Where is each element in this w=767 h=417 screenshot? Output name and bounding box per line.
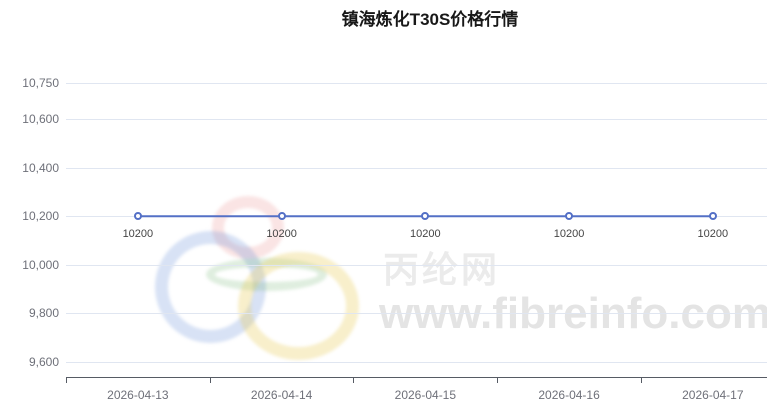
y-axis-tick-label: 10,200	[22, 209, 59, 224]
data-point[interactable]	[277, 212, 286, 221]
data-point-label: 10200	[266, 228, 297, 241]
y-gridline	[66, 82, 767, 84]
data-point[interactable]	[133, 212, 142, 221]
x-axis-tick	[497, 378, 499, 383]
y-axis-tick-label: 9,800	[28, 306, 59, 321]
y-axis-tick-label: 9,600	[28, 355, 59, 369]
data-point[interactable]	[565, 212, 574, 221]
data-point[interactable]	[708, 212, 717, 221]
data-point-label: 10200	[410, 228, 441, 241]
chart-title: 镇海炼化T30S价格行情	[341, 10, 519, 29]
y-gridline	[66, 264, 767, 266]
x-axis-line	[66, 377, 767, 378]
y-axis-tick-label: 10,000	[22, 257, 59, 272]
y-gridline	[66, 167, 767, 169]
data-point-label: 10200	[122, 228, 154, 241]
x-axis-tick-label: 2026-04-17	[682, 388, 744, 402]
x-axis-tick	[353, 378, 355, 383]
y-gridline	[66, 119, 767, 120]
data-point-label: 10200	[697, 228, 729, 241]
y-axis-tick-label: 10,400	[22, 160, 59, 175]
x-axis-tick-label: 2026-04-15	[394, 388, 457, 402]
x-axis-tick	[640, 378, 642, 383]
watermark-site-name: 丙纶网	[383, 249, 501, 290]
data-point-label: 10200	[553, 228, 585, 241]
data-point[interactable]	[421, 212, 430, 221]
y-gridline	[66, 362, 767, 363]
x-axis-tick-label: 2026-04-13	[107, 388, 169, 402]
y-axis-tick-label: 10,750	[22, 75, 59, 90]
x-axis-tick	[66, 378, 67, 383]
y-axis-tick-label: 10,600	[22, 112, 59, 126]
x-axis-tick	[209, 378, 211, 383]
x-axis-tick-label: 2026-04-14	[250, 388, 313, 402]
x-axis-tick-label: 2026-04-16	[538, 388, 600, 402]
y-gridline	[66, 313, 767, 315]
